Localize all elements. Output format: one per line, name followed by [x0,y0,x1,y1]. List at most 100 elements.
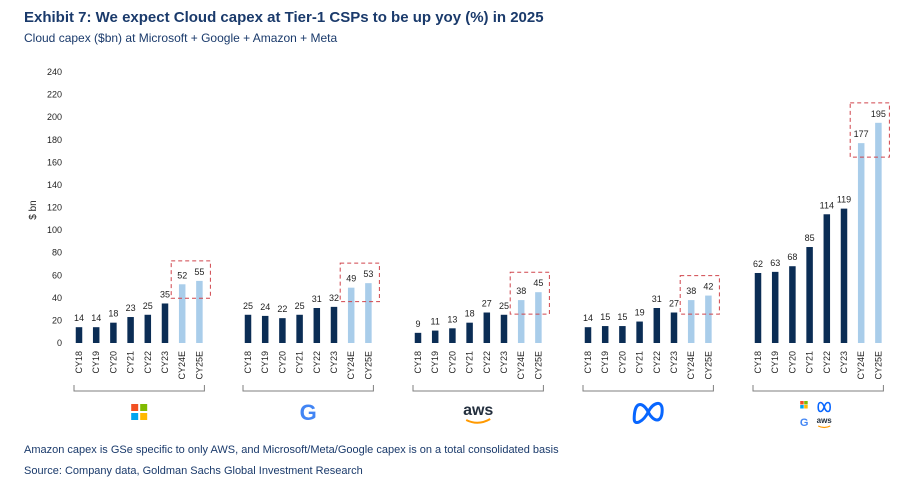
bar [601,326,609,343]
mini-meta-icon [817,401,832,413]
data-label: 63 [770,258,780,268]
mini-microsoft-icon [804,405,808,409]
x-tick-label: CY25E [533,351,543,380]
bar [244,314,252,343]
x-tick-label: CY21 [805,351,815,374]
y-tick-label: 140 [47,180,62,190]
data-label: 9 [415,319,420,329]
data-label: 15 [600,312,610,322]
data-label: 25 [243,301,253,311]
bar [414,332,422,343]
x-tick-label: CY18 [74,351,84,374]
data-label: 42 [703,282,713,292]
meta-logo-icon [632,402,664,424]
data-label: 38 [516,286,526,296]
group-bracket [242,385,374,392]
bar [296,314,303,343]
capex-chart: 0 20 40 60 80 100 120 140 160 180 200 220 240 $ bn 14 C… [28,67,890,429]
x-tick-label: CY24E [177,351,187,380]
highlight-box [339,262,380,303]
mini-microsoft-icon [804,401,808,405]
bar [754,272,762,343]
group-bracket [752,385,884,392]
data-label: 68 [787,252,797,262]
data-label: 114 [820,200,834,210]
mini-microsoft-icon [800,401,804,405]
data-label: 14 [91,313,101,323]
x-tick-label: CY18 [583,351,593,374]
y-tick-label: 80 [52,248,62,258]
mini-aws-smile-icon [817,425,831,429]
x-tick-label: CY22 [312,351,322,374]
data-label: 31 [652,294,662,304]
x-tick-label: CY22 [652,351,662,374]
google-logo-icon: G [300,400,317,425]
data-label: 11 [431,317,440,327]
y-tick-label: 60 [52,270,62,280]
bar [687,300,695,343]
x-tick-label: CY20 [108,351,118,374]
bar [771,271,779,343]
bar [653,307,661,343]
bar [789,266,796,343]
bar [92,327,100,343]
bar [619,326,626,343]
bar [178,284,186,343]
data-label: 35 [160,289,170,299]
data-label: 31 [312,294,322,304]
footnote: Amazon capex is GSe specific to only AWS… [24,444,559,456]
x-tick-label: CY20 [447,351,457,374]
group-bracket [73,385,205,392]
x-tick-label: CY19 [91,351,101,374]
data-label: 18 [465,309,475,319]
group-bracket [412,385,544,392]
highlight-box [849,102,890,158]
y-tick-label: 40 [52,293,62,303]
x-tick-label: CY20 [277,351,287,374]
bar [875,122,882,343]
bar [75,327,83,343]
x-tick-label: CY23 [499,351,509,374]
bar [857,143,865,343]
y-tick-label: 160 [47,157,62,167]
x-tick-label: CY25E [363,351,373,380]
bar [144,314,152,343]
chart-subtitle: Cloud capex ($bn) at Microsoft + Google … [24,31,338,45]
data-label: 55 [194,267,204,277]
x-tick-label: CY23 [329,351,339,374]
x-tick-label: CY25E [703,351,713,380]
data-label: 52 [177,270,187,280]
mini-aws-text: aws [817,416,833,425]
x-tick-label: CY21 [635,351,645,374]
data-label: 45 [533,278,543,288]
bar [517,300,525,343]
data-label: 24 [260,302,270,312]
y-tick-label: 200 [47,112,62,122]
bar [670,312,678,343]
group-bracket [582,385,714,392]
x-tick-label: CY19 [600,351,610,374]
bar [431,330,439,343]
data-label: 85 [805,233,815,243]
bar [127,317,134,343]
bar [584,327,592,343]
bar [466,322,473,343]
aws-smile-icon [465,418,491,424]
data-label: 62 [753,259,763,269]
data-label: 14 [583,313,593,323]
bar [806,247,813,343]
data-label: 53 [363,269,373,279]
bar [483,312,491,343]
x-tick-label: CY24E [686,351,696,380]
x-tick-label: CY18 [243,351,253,374]
y-tick-label: 180 [47,135,62,145]
mini-microsoft-icon [800,405,804,409]
data-label: 15 [617,312,627,322]
x-tick-label: CY21 [295,351,305,374]
bar [449,328,456,343]
x-tick-label: CY19 [260,351,270,374]
data-label: 19 [635,308,645,318]
data-label: 25 [143,301,153,311]
data-label: 32 [329,293,339,303]
x-tick-label: CY25E [873,351,883,380]
